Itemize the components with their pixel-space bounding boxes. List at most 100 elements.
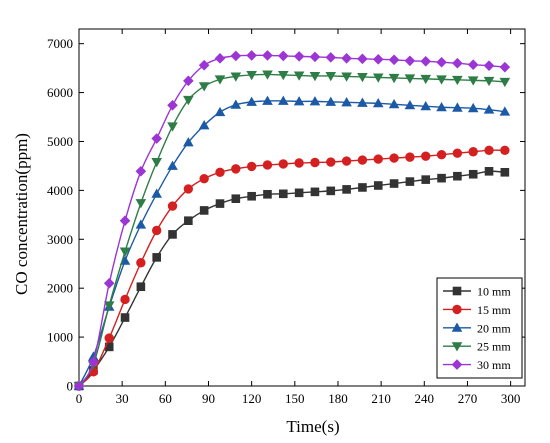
y-tick-label: 0 <box>67 379 74 394</box>
data-point <box>152 253 161 262</box>
data-point <box>484 145 494 155</box>
data-point <box>231 164 241 174</box>
x-tick-label: 0 <box>76 391 83 406</box>
y-tick-label: 3000 <box>47 232 73 247</box>
data-point <box>120 294 130 305</box>
data-point <box>309 71 321 82</box>
data-point <box>372 54 384 65</box>
data-point <box>467 76 479 86</box>
data-point <box>325 96 337 106</box>
data-point <box>467 59 479 70</box>
data-point <box>262 70 273 80</box>
data-point <box>483 60 495 71</box>
data-point <box>151 133 162 144</box>
data-point <box>103 278 115 289</box>
data-point <box>230 50 242 62</box>
data-point <box>230 99 242 109</box>
data-point <box>104 333 114 343</box>
data-point <box>310 187 320 197</box>
data-point <box>388 99 400 109</box>
data-point <box>215 167 225 177</box>
legend-marker <box>452 286 462 296</box>
legend-label: 20 mm <box>477 321 511 335</box>
data-point <box>373 154 383 164</box>
data-point <box>421 151 431 161</box>
data-point <box>453 171 462 181</box>
data-point <box>372 73 384 83</box>
data-point <box>278 159 288 169</box>
data-point <box>309 96 321 106</box>
data-point <box>135 166 147 177</box>
data-point <box>120 313 130 322</box>
data-point <box>151 188 162 198</box>
legend: 10 mm 15 mm 20 mm 25 mm 30 mm <box>436 277 523 379</box>
data-point <box>483 76 495 87</box>
data-point <box>246 70 257 81</box>
data-point <box>198 82 210 92</box>
data-point <box>198 120 210 130</box>
data-point <box>277 50 289 62</box>
data-point <box>358 183 367 192</box>
data-point <box>404 99 416 110</box>
y-tick-label: 1000 <box>47 330 73 345</box>
legend-label: 30 mm <box>477 358 511 372</box>
y-tick-label: 6000 <box>47 85 73 100</box>
legend-marker <box>452 304 462 315</box>
data-point <box>420 74 432 85</box>
data-point <box>388 73 400 84</box>
axes-frame <box>78 28 526 387</box>
data-point <box>420 100 432 111</box>
data-point <box>198 59 210 71</box>
data-point <box>309 51 321 63</box>
data-point <box>404 74 416 84</box>
x-tick-label: 60 <box>159 391 172 406</box>
data-point <box>357 53 368 65</box>
data-point <box>405 152 415 162</box>
data-point <box>104 342 114 352</box>
data-point <box>436 101 447 112</box>
legend-label: 10 mm <box>477 285 511 299</box>
data-point <box>467 102 479 113</box>
data-point <box>325 52 337 63</box>
data-point <box>484 167 494 176</box>
series-line <box>78 73 505 387</box>
data-point <box>326 157 336 167</box>
x-tick-label: 210 <box>371 391 391 406</box>
data-point <box>452 148 463 158</box>
data-point <box>136 282 146 292</box>
data-point <box>231 194 241 203</box>
data-point <box>388 54 400 66</box>
data-point <box>199 206 209 215</box>
data-point <box>136 258 146 268</box>
data-point <box>341 156 352 166</box>
data-point <box>183 95 194 106</box>
data-point <box>293 71 305 81</box>
y-tick-label: 5000 <box>47 134 73 149</box>
data-point <box>500 167 510 177</box>
legend-item: 10 mm <box>443 285 511 299</box>
data-point <box>389 179 399 188</box>
data-point <box>293 51 305 62</box>
data-point <box>263 189 272 199</box>
legend-label: 15 mm <box>477 303 511 317</box>
x-tick-label: 120 <box>242 391 262 406</box>
series-layer <box>73 50 511 392</box>
data-point <box>294 158 304 168</box>
data-point <box>436 149 447 160</box>
legend-marker <box>451 342 463 352</box>
x-tick-label: 240 <box>415 391 435 406</box>
data-point <box>404 55 416 67</box>
data-point <box>168 230 177 239</box>
tick-labels: 0 30 60 90 120 150 180 210 240 270 300010002000300… <box>47 36 520 406</box>
data-point <box>325 71 337 82</box>
data-point <box>277 70 289 81</box>
data-point <box>88 356 99 368</box>
data-point <box>262 50 273 61</box>
legend-item: 25 mm <box>443 340 511 354</box>
data-point <box>468 147 478 157</box>
data-point <box>246 96 257 106</box>
data-point <box>421 175 431 184</box>
data-point <box>483 104 495 114</box>
data-point <box>436 75 447 85</box>
data-point <box>372 98 384 108</box>
